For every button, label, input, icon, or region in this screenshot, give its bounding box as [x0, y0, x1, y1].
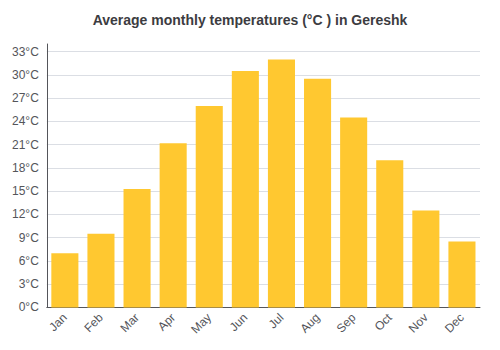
- svg-text:15°C: 15°C: [12, 184, 39, 198]
- svg-text:Oct: Oct: [372, 310, 396, 334]
- svg-text:0°C: 0°C: [19, 300, 39, 314]
- svg-text:Aug: Aug: [298, 311, 323, 336]
- svg-text:12°C: 12°C: [12, 207, 39, 221]
- svg-text:27°C: 27°C: [12, 91, 39, 105]
- svg-text:Dec: Dec: [442, 311, 467, 336]
- svg-text:Feb: Feb: [81, 310, 106, 335]
- svg-text:6°C: 6°C: [19, 254, 39, 268]
- svg-text:Jun: Jun: [227, 311, 251, 335]
- svg-text:Mar: Mar: [118, 311, 143, 335]
- svg-text:Jan: Jan: [46, 311, 70, 335]
- svg-text:Nov: Nov: [406, 311, 431, 336]
- svg-text:24°C: 24°C: [12, 114, 39, 128]
- svg-text:Apr: Apr: [155, 311, 178, 334]
- svg-text:Average monthly temperatures (: Average monthly temperatures (°C ) in Ge…: [93, 12, 408, 28]
- svg-text:21°C: 21°C: [12, 138, 39, 152]
- svg-text:Jul: Jul: [266, 311, 287, 332]
- svg-text:3°C: 3°C: [19, 277, 39, 291]
- svg-text:9°C: 9°C: [19, 231, 39, 245]
- svg-text:May: May: [188, 311, 214, 337]
- svg-text:Sep: Sep: [334, 310, 359, 335]
- svg-text:33°C: 33°C: [12, 45, 39, 59]
- svg-text:18°C: 18°C: [12, 161, 39, 175]
- svg-text:30°C: 30°C: [12, 68, 39, 82]
